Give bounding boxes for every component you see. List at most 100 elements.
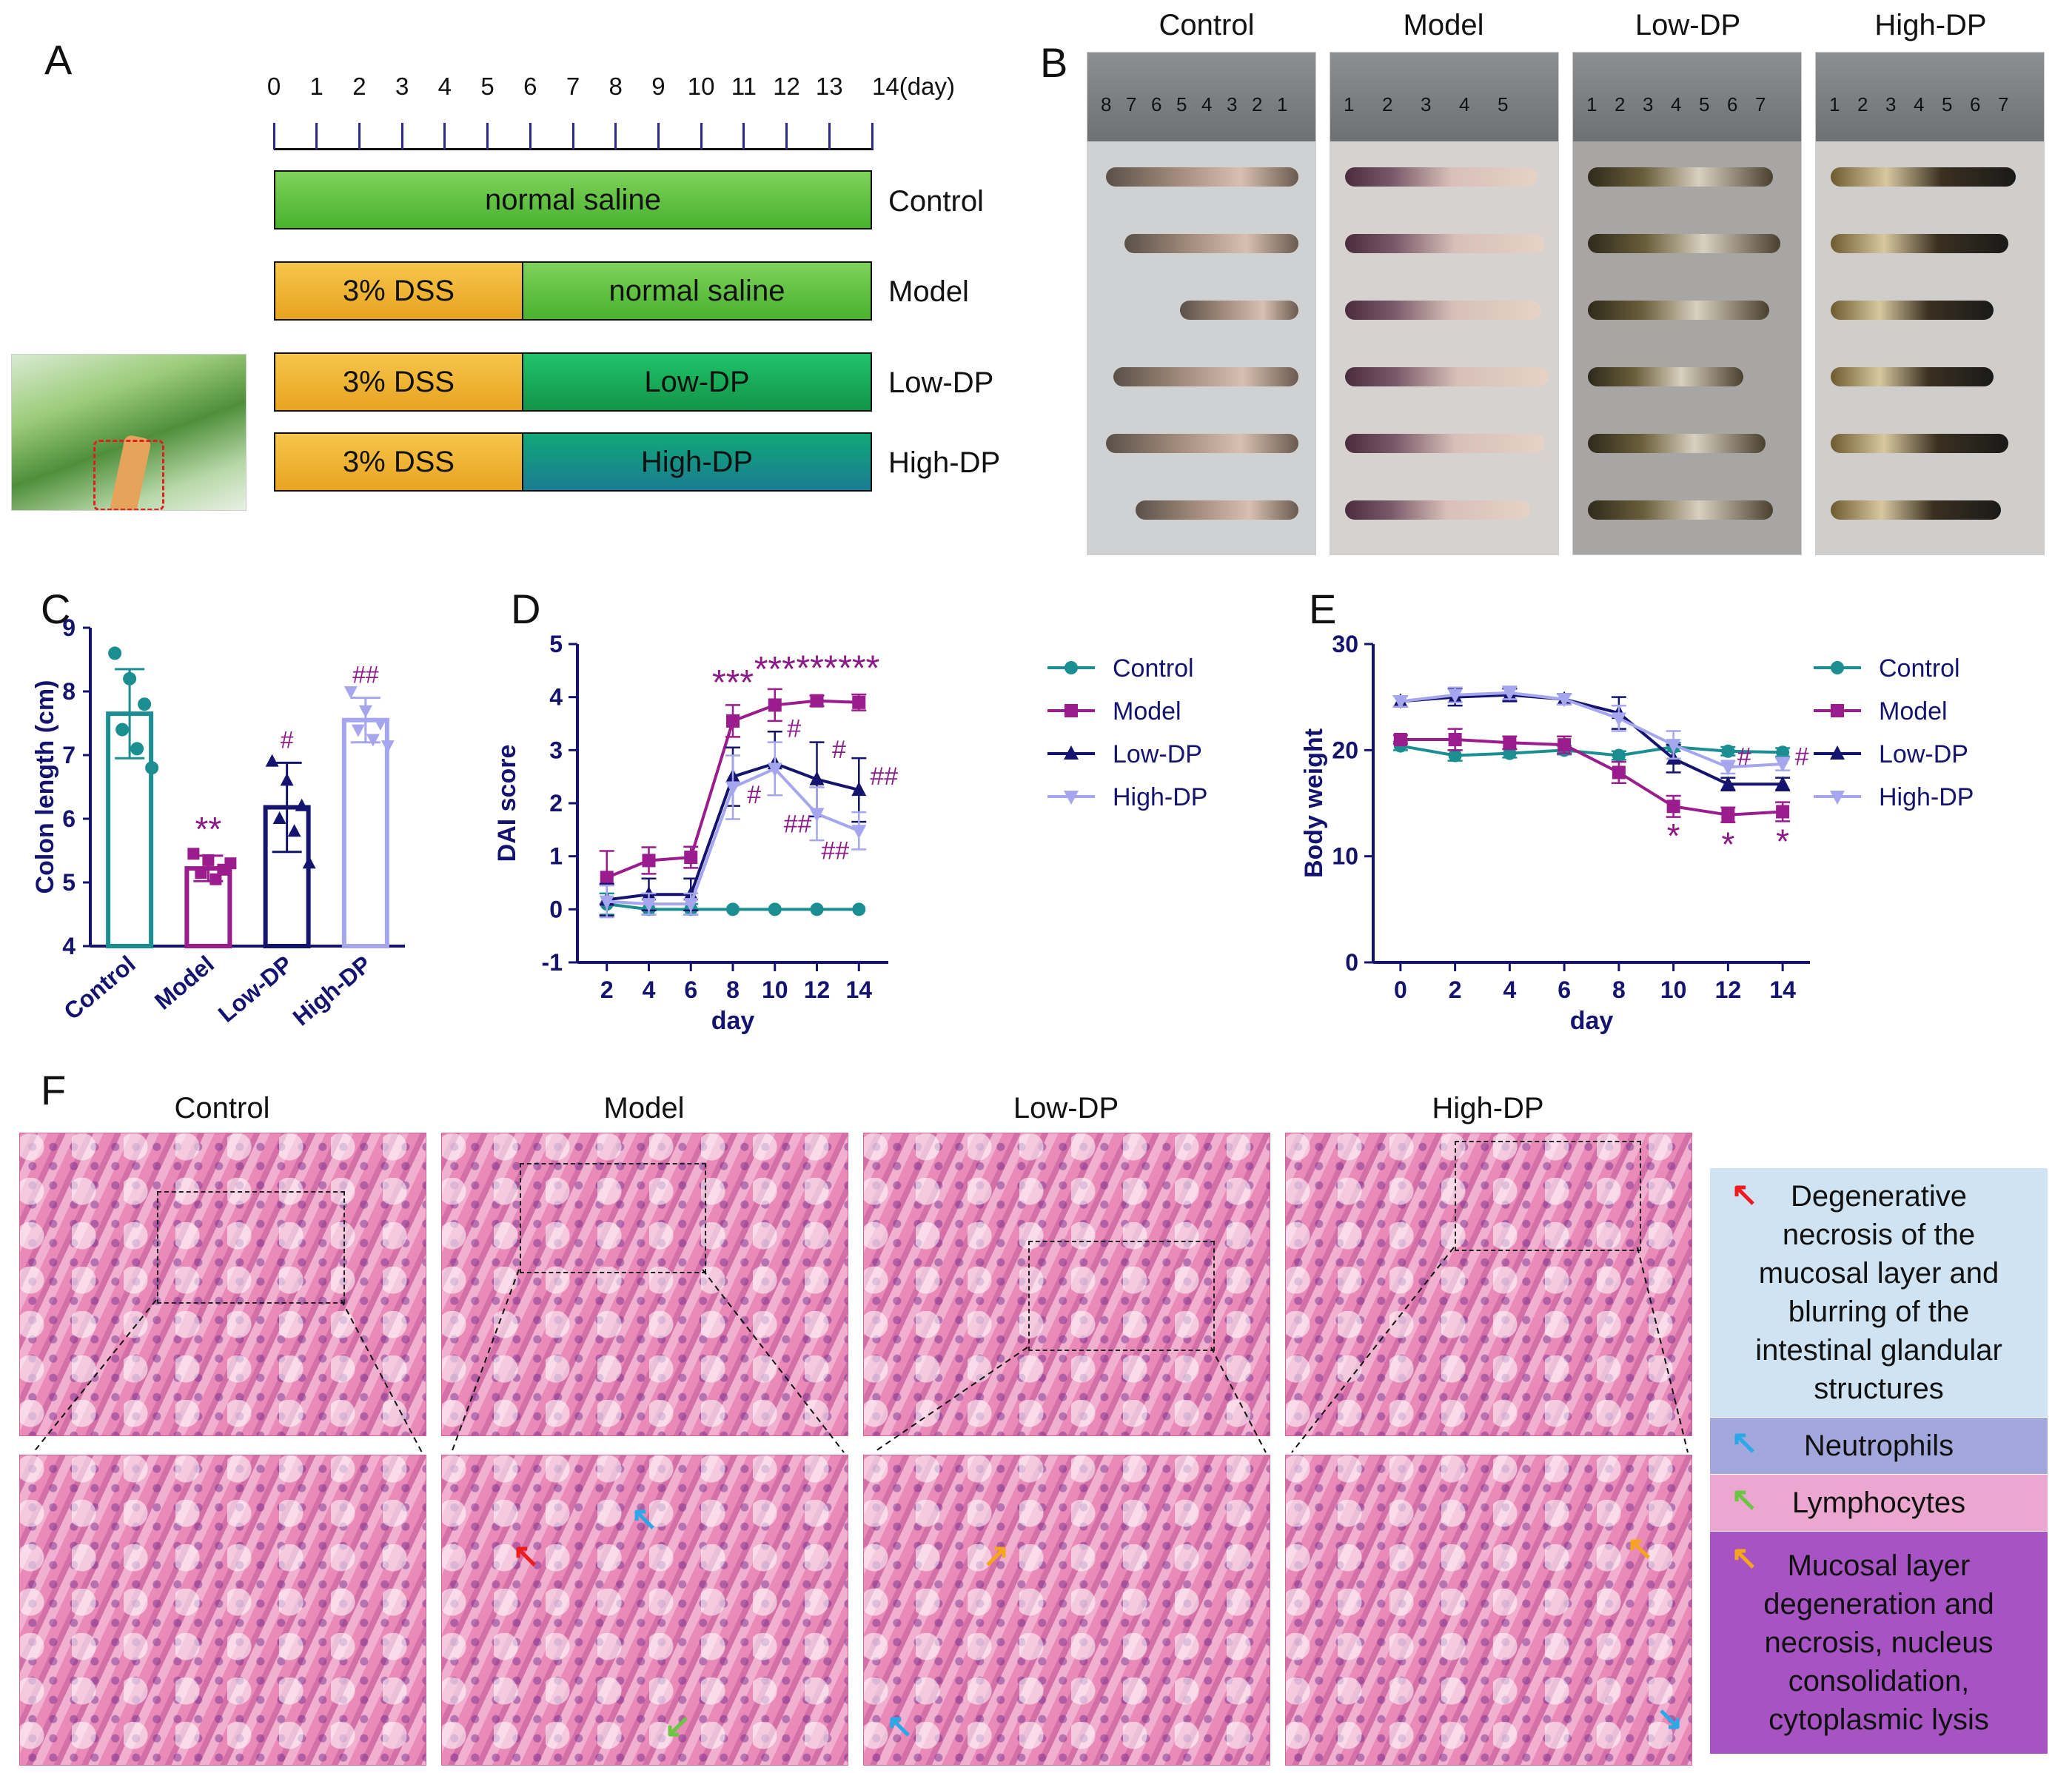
significance-label: *** (754, 650, 796, 689)
data-point (187, 848, 200, 860)
x-tick-label: 4 (643, 976, 656, 1003)
significance-label: # (787, 714, 801, 743)
significance-label: ## (784, 810, 812, 838)
colon-specimen (1345, 500, 1530, 520)
significance-label: ## (352, 662, 379, 688)
data-point (287, 824, 301, 837)
data-point (265, 754, 279, 767)
panel-label-d: D (511, 586, 541, 632)
legend-marker (1830, 791, 1845, 805)
segment-dss: 3% DSS (275, 263, 523, 319)
data-point (641, 898, 657, 913)
y-tick-label: 1 (549, 843, 563, 870)
row-label-model: Model (888, 275, 969, 308)
colon-specimen (1345, 301, 1541, 320)
data-point (684, 851, 698, 865)
timeline-tick (486, 123, 489, 150)
colon-specimen (1588, 301, 1769, 320)
colon-specimen (1831, 167, 2016, 187)
ruler-number: 2 (1382, 93, 1393, 115)
data-point (1775, 776, 1791, 791)
y-axis-label: Body weight (1303, 728, 1328, 878)
data-point (1666, 739, 1681, 754)
y-axis-label: DAI score (496, 745, 521, 862)
data-point (366, 734, 380, 747)
data-point (1558, 738, 1572, 752)
y-tick-label: 4 (62, 933, 76, 959)
significance-label: *** (796, 649, 837, 688)
histo-high-mag-model: ↖ ↖ ↙ (441, 1455, 848, 1766)
ruler-number: 6 (1970, 93, 1981, 115)
ruler-number: 1 (1586, 93, 1597, 115)
timeline-tick (614, 123, 617, 150)
timeline-tick (272, 123, 275, 150)
timeline-tick (700, 123, 703, 150)
timeline-day-label: 7 (566, 73, 580, 100)
data-point (108, 646, 122, 660)
data-point (1392, 695, 1408, 710)
timeline-tick (657, 123, 660, 150)
histo-header-low-dp: Low-DP (1013, 1092, 1119, 1125)
data-point (600, 871, 614, 885)
series-line-low-dp (1400, 693, 1783, 786)
y-tick-label: 20 (1332, 737, 1358, 763)
timeline-tick (358, 123, 361, 150)
panel-label-e: E (1309, 586, 1337, 632)
legend-neutrophils: ↖ Neutrophils (1710, 1418, 2048, 1474)
data-point (1448, 748, 1462, 763)
legend-lymphocytes: ↖ Lymphocytes (1710, 1475, 2048, 1531)
significance-label: # (747, 781, 761, 809)
data-point (145, 761, 159, 775)
data-point (810, 902, 824, 916)
panel-label-f: F (41, 1067, 67, 1113)
amber-arrow-icon: ↖ (1731, 1540, 1758, 1576)
data-point (1776, 805, 1790, 819)
data-point (809, 808, 825, 822)
colon-group-header-control: Control (1159, 9, 1255, 41)
row-label-high-dp: High-DP (888, 446, 1001, 479)
colon-specimen (1831, 301, 1994, 320)
histo-low-mag-low-dp (863, 1133, 1270, 1436)
series-line-high-dp (1400, 691, 1783, 769)
ruler-number: 5 (1699, 93, 1710, 115)
blue-arrow-icon: ↘ (1656, 1700, 1683, 1737)
schedule-row-model: 3% DSS normal saline (274, 261, 872, 321)
blue-arrow-icon: ↖ (1731, 1424, 1758, 1461)
timeline-tick (871, 123, 874, 150)
data-point (115, 723, 130, 737)
ruler-number: 2 (1252, 93, 1263, 115)
segment-dss: 3% DSS (275, 434, 523, 490)
blue-arrow-icon: ↖ (631, 1501, 658, 1537)
timeline-day-label: 12 (773, 73, 800, 100)
series-line-model (1400, 738, 1783, 817)
data-point (195, 867, 207, 879)
schedule-row-control: normal saline (274, 170, 872, 229)
data-point (1557, 693, 1572, 708)
colon-specimen (1588, 500, 1773, 520)
row-label-low-dp: Low-DP (888, 366, 994, 399)
data-point (138, 697, 152, 711)
colon-specimen (1106, 434, 1298, 453)
series-line-control (1400, 744, 1783, 757)
data-point (1447, 688, 1463, 703)
timeline-day-label: 0 (266, 73, 281, 100)
colon-specimen (1588, 167, 1773, 187)
colon-group-header-high-dp: High-DP (1874, 9, 1987, 41)
significance-label: *** (838, 649, 879, 688)
data-point (726, 714, 740, 728)
red-arrow-icon: ↖ (1731, 1176, 1758, 1213)
y-tick-label: 5 (549, 631, 563, 657)
timeline-tick (400, 123, 403, 150)
data-point (224, 857, 237, 870)
ruler-number: 7 (1998, 93, 2009, 115)
significance-label: # (1795, 743, 1809, 771)
data-point (809, 771, 825, 785)
timeline-day-label: 14(day) (872, 73, 955, 100)
timeline-tick (785, 123, 788, 150)
data-point (1612, 748, 1626, 763)
data-point (202, 854, 215, 866)
x-tick-label: 2 (1449, 976, 1462, 1003)
